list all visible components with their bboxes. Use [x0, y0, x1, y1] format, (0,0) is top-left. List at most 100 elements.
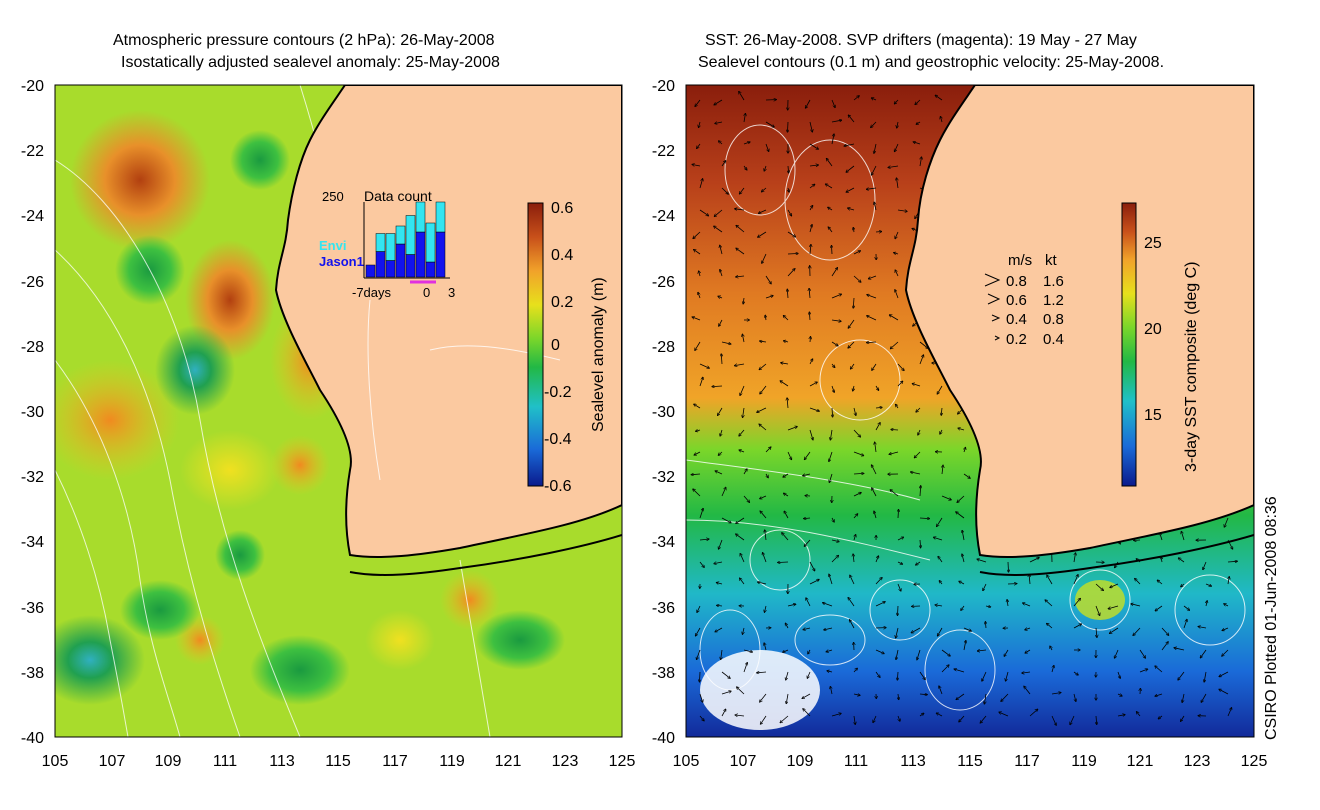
inset-bar-envi [385, 233, 396, 261]
velocity-arrow [919, 355, 923, 365]
velocity-arrow [916, 122, 921, 124]
velocity-arrow [1219, 671, 1229, 677]
velocity-arrow [1181, 532, 1185, 541]
velocity-arrow [758, 231, 767, 237]
velocity-arrow [920, 539, 921, 548]
inset-bars [365, 201, 446, 278]
velocity-arrow [831, 320, 841, 321]
velocity-arrow [1029, 575, 1030, 585]
velocity-arrow [848, 208, 855, 210]
velocity-arrow [787, 254, 798, 255]
y-tick-label: -24 [652, 208, 675, 225]
velocity-arrow [809, 225, 812, 233]
inset-bar-jason [365, 264, 376, 278]
velocity-arrow [759, 424, 767, 431]
velocity-arrow [830, 687, 832, 695]
velocity-arrow [867, 188, 877, 189]
velocity-arrow [895, 99, 899, 104]
x-tick-label: 115 [325, 753, 351, 770]
velocity-arrow [699, 363, 709, 368]
inset-bar-jason [405, 254, 416, 278]
velocity-arrow [831, 134, 834, 145]
velocity-arrow [888, 166, 899, 168]
velocity-arrow [804, 539, 811, 546]
velocity-arrow [1110, 627, 1119, 633]
velocity-arrow [766, 473, 768, 478]
velocity-arrow [898, 693, 899, 699]
velocity-arrow [787, 451, 791, 459]
velocity-arrow [736, 276, 745, 277]
velocity-arrow [1110, 583, 1119, 587]
velocity-arrow [743, 627, 745, 634]
velocity-arrow [853, 429, 860, 437]
velocity-arrow [920, 157, 922, 167]
velocity-arrow [914, 142, 921, 145]
velocity-arrow [937, 713, 943, 717]
inset-bar-envi [435, 201, 446, 233]
x-tick-label: 125 [609, 753, 636, 770]
velocity-arrow [872, 165, 877, 175]
velocity-arrow [831, 363, 835, 367]
sla-tick-label: -0.2 [544, 384, 572, 401]
inset-bar-envi [405, 215, 416, 255]
y-tick-label: -28 [652, 339, 675, 356]
velocity-arrow [890, 490, 899, 497]
velocity-arrow [692, 165, 701, 167]
velocity-arrow [743, 663, 747, 673]
velocity-arrow [853, 275, 861, 282]
velocity-arrow [897, 583, 901, 591]
velocity-arrow [897, 537, 903, 541]
velocity-arrow [763, 553, 767, 563]
velocity-arrow [782, 533, 789, 541]
velocity-arrow [875, 578, 882, 585]
x-tick-label: 115 [957, 753, 983, 770]
velocity-arrow [694, 404, 701, 409]
velocity-arrow [788, 165, 789, 173]
velocity-arrow [762, 253, 767, 263]
sst-tick-label: 20 [1144, 321, 1162, 338]
velocity-arrow [1008, 561, 1009, 572]
velocity-arrow [760, 341, 767, 342]
velocity-arrow [717, 583, 723, 584]
velocity-arrow [715, 122, 723, 124]
sla-colorbar: 0.6 0.4 0.2 0 -0.2 -0.4 -0.6 Sealevel an… [527, 200, 607, 495]
sla-tick-label: 0 [551, 337, 560, 354]
velocity-arrow [699, 179, 703, 189]
velocity-arrow [765, 605, 767, 612]
sla-tick-label: 0.2 [551, 294, 573, 311]
velocity-arrow [982, 671, 987, 681]
velocity-arrow [959, 581, 965, 585]
velocity-arrow [809, 429, 813, 440]
velocity-arrow [740, 578, 745, 585]
velocity-arrow [809, 312, 810, 321]
velocity-arrow [875, 407, 882, 408]
y-tick-label: -34 [652, 534, 675, 551]
velocity-arrow [1029, 709, 1038, 717]
sst-colorbar: 25 20 15 3-day SST composite (deg C) [1121, 202, 1200, 487]
velocity-arrow [941, 117, 943, 123]
velocity-arrow [871, 121, 877, 127]
inset-bar-jason [395, 243, 406, 278]
velocity-arrow [919, 713, 924, 717]
velocity-arrow [736, 248, 745, 255]
velocity-arrow [916, 407, 921, 412]
velocity-arrow [735, 715, 745, 716]
data-count-inset: 250 Data count Envi Jason1 -7days 0 3 [319, 188, 455, 300]
velocity-arrow [739, 450, 745, 452]
velocity-arrow [897, 671, 898, 680]
velocity-arrow [958, 428, 965, 430]
velocity-arrow [1096, 627, 1097, 637]
velocity-arrow [874, 202, 877, 211]
velocity-arrow [809, 165, 818, 166]
velocity-arrow [1045, 600, 1053, 607]
sla-tick-label: -0.4 [544, 431, 572, 448]
velocity-arrow [985, 622, 986, 629]
velocity-arrow [1203, 561, 1207, 569]
velocity-arrow [1052, 666, 1054, 673]
velocity-arrow [823, 603, 833, 607]
velocity-arrow [765, 530, 766, 541]
velocity-arrow [1117, 715, 1125, 716]
velocity-arrow [1024, 687, 1031, 695]
velocity-arrow [719, 539, 723, 549]
